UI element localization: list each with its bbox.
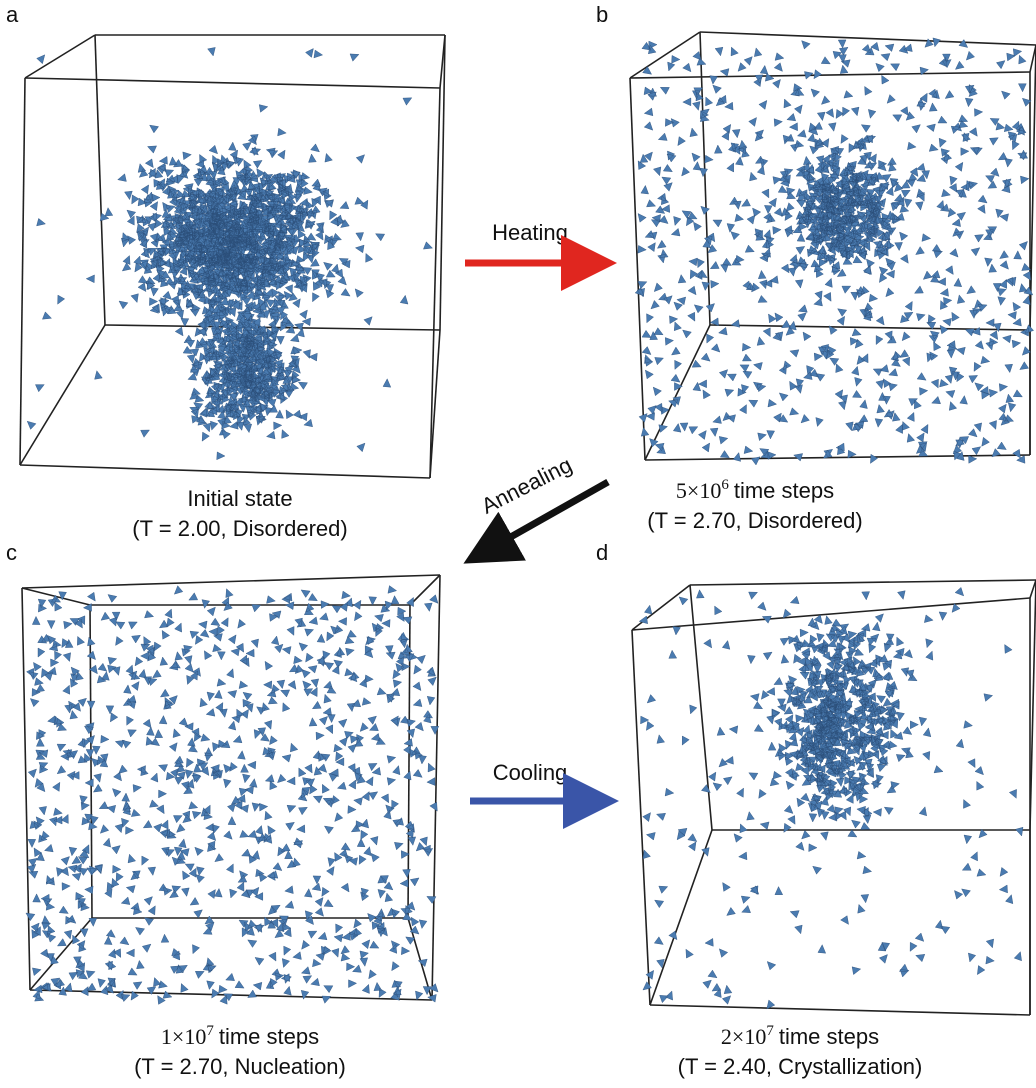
panel-label: c <box>6 540 17 565</box>
box-edge <box>429 87 441 479</box>
box-edge <box>94 34 106 326</box>
box-edge <box>631 629 651 1006</box>
particle-cloud <box>638 587 1024 1010</box>
simulation-boxes <box>19 31 1036 1016</box>
caption-exponent: 7 <box>766 1023 774 1039</box>
caption: (T = 2.00, Disordered) <box>132 516 347 541</box>
caption: 2×107 time steps <box>721 1023 879 1049</box>
panel-label: b <box>596 2 608 27</box>
box-edge <box>429 329 441 479</box>
box-edge <box>19 324 106 466</box>
caption: Initial state <box>187 486 292 511</box>
caption: 5×106 time steps <box>676 477 834 503</box>
caption-base: 2×10 <box>721 1024 766 1049</box>
box-edge <box>1029 579 1036 831</box>
caption-base: 1×10 <box>161 1024 206 1049</box>
box-edge <box>644 324 711 461</box>
box-edge <box>24 77 441 89</box>
box-edge <box>631 597 1031 631</box>
box-edge <box>629 71 1031 79</box>
box-edge <box>709 324 1031 331</box>
box-edge <box>19 77 26 466</box>
box-edge <box>21 574 441 589</box>
box-edge <box>439 34 446 331</box>
caption-exponent: 7 <box>206 1023 214 1039</box>
box-edge <box>631 584 691 631</box>
box-edge <box>1029 44 1036 331</box>
caption: 1×107 time steps <box>161 1023 319 1049</box>
box-edge <box>431 574 441 1001</box>
particle-cloud <box>25 288 440 1005</box>
arrow-label: Heating <box>492 220 568 245</box>
panel-label: d <box>596 540 608 565</box>
box-edge <box>1029 579 1036 599</box>
box-edge <box>649 1004 1031 1016</box>
box-edge <box>409 574 441 606</box>
annealing-arrow <box>463 478 610 564</box>
box-edge <box>1029 44 1036 73</box>
box-edge <box>629 77 646 461</box>
box-edge <box>439 34 446 89</box>
caption-text: time steps <box>734 478 834 503</box>
caption-exponent: 6 <box>721 477 729 493</box>
caption-text: time steps <box>219 1024 319 1049</box>
arrow-label: Cooling <box>493 760 568 785</box>
panel-label: a <box>6 2 19 27</box>
box-edge <box>19 464 431 479</box>
caption-text: time steps <box>779 1024 879 1049</box>
box-edge <box>629 31 701 79</box>
caption: (T = 2.70, Disordered) <box>647 508 862 533</box>
particle-cloud <box>634 37 1034 466</box>
box-edge <box>689 579 1036 586</box>
box-edge <box>649 829 713 1006</box>
caption-base: 5×10 <box>676 478 721 503</box>
caption: (T = 2.40, Crystallization) <box>678 1054 923 1079</box>
box-edge <box>699 31 711 326</box>
box-edge <box>21 587 31 991</box>
particles <box>25 37 1034 1010</box>
box-edge <box>644 454 1031 461</box>
caption: (T = 2.70, Nucleation) <box>134 1054 346 1079</box>
box-edge <box>699 31 1036 46</box>
box-edge <box>24 34 96 79</box>
